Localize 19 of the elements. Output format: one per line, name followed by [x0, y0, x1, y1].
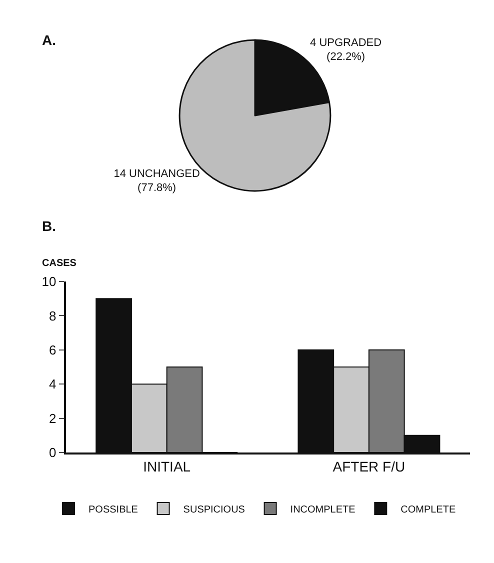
legend-label: POSSIBLE	[88, 504, 138, 516]
x-tick-label: INITIAL	[143, 458, 191, 474]
y-tick-label: 2	[48, 410, 56, 426]
data-label: (22.2%)	[326, 51, 366, 64]
data-label: (77.8%)	[138, 182, 176, 194]
slice-label: 14 UNCHANGED	[114, 168, 200, 180]
x-tick-label: AFTER F/U	[332, 458, 406, 474]
y-tick-label: 0	[48, 445, 56, 460]
legend-label: SUSPICIOUS	[183, 504, 246, 516]
y-axis-title: CASES	[42, 258, 77, 269]
y-tick-label: 4	[48, 376, 56, 392]
y-tick-label: 6	[48, 342, 56, 358]
legend-label: COMPLETE	[400, 504, 456, 516]
y-tick-label: 8	[48, 308, 56, 324]
chart-title: A.	[42, 32, 56, 48]
y-tick-label: 10	[42, 274, 56, 290]
legend-label: INCOMPLETE	[290, 504, 356, 516]
chart-title: B.	[42, 218, 56, 234]
slice-label: 4 UPGRADED	[310, 36, 382, 49]
